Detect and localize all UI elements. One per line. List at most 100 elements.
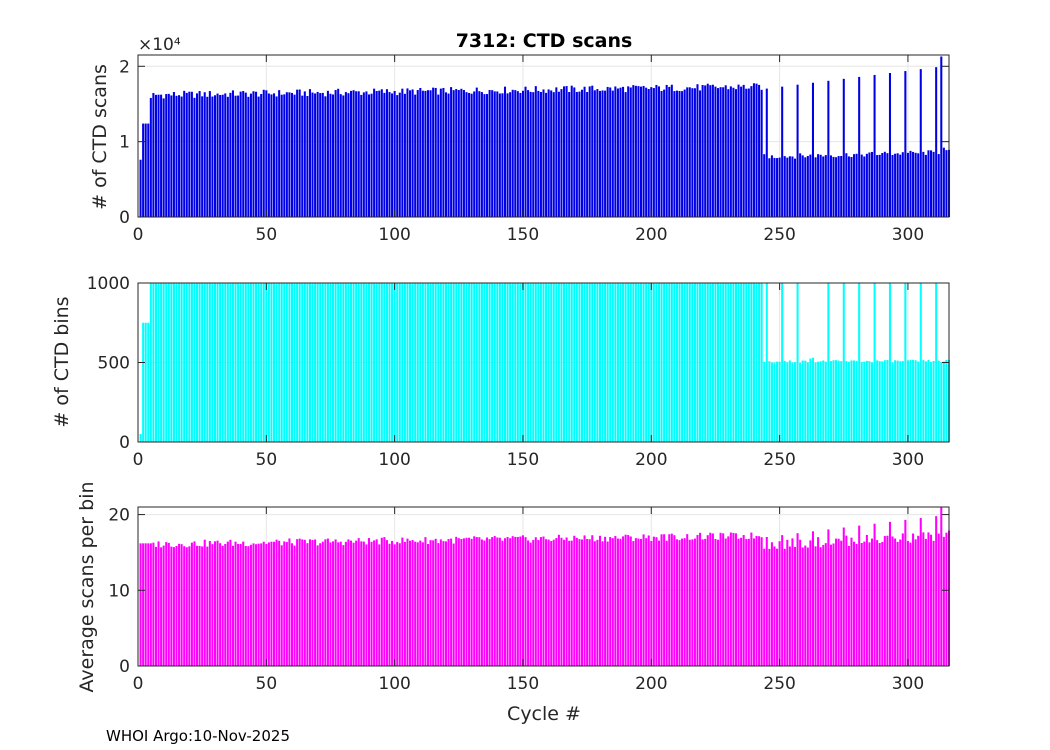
scans-bar <box>183 90 186 217</box>
avg-bar <box>216 540 219 666</box>
avg-bar <box>601 541 604 666</box>
scans-bar <box>344 92 347 217</box>
scans-bar <box>924 154 927 217</box>
scans-bar <box>840 156 843 217</box>
scans-bar <box>850 157 853 217</box>
scans-bar <box>475 87 478 217</box>
bins-bar <box>249 283 252 442</box>
avg-bar <box>532 540 535 666</box>
scans-bar <box>275 96 278 217</box>
avg-bar <box>796 533 799 666</box>
avg-bar <box>691 539 694 666</box>
bins-bar <box>668 283 671 442</box>
scans-bar <box>362 92 365 217</box>
scans-bar <box>722 87 725 217</box>
scans-bar <box>260 93 263 217</box>
scans-bar <box>157 94 160 217</box>
scans-bar <box>678 91 681 217</box>
avg-bar <box>629 536 632 666</box>
avg-bar <box>716 539 720 666</box>
scans-bar <box>352 90 355 217</box>
bins-bar <box>201 283 204 442</box>
bins-bar <box>339 283 342 442</box>
scans-bar <box>542 89 545 217</box>
bins-bar <box>919 283 922 442</box>
scans-bar <box>711 84 714 217</box>
bins-bar <box>824 361 827 442</box>
avg-bar <box>442 541 445 666</box>
avg-frame-rect <box>137 506 950 667</box>
avg-bar <box>403 541 406 666</box>
bins-bar <box>655 283 658 442</box>
scans-bar <box>832 156 835 217</box>
scans-bar <box>406 88 409 217</box>
scans-bar <box>701 85 704 217</box>
avg-bar <box>352 542 355 666</box>
bins-bar <box>270 283 273 442</box>
avg-bar <box>347 539 350 666</box>
avg-bar <box>904 519 907 666</box>
scans-bar <box>765 88 768 217</box>
bins-bar <box>940 361 943 442</box>
scans-bar <box>750 86 753 217</box>
avg-bar <box>652 536 655 666</box>
avg-bar <box>539 537 542 666</box>
bins-bar <box>498 283 501 442</box>
scans-bar <box>760 89 763 217</box>
avg-bar <box>503 538 507 666</box>
bins-bar <box>876 360 879 442</box>
avg-bar <box>642 534 645 666</box>
bins-bar <box>234 283 237 442</box>
avg-bar <box>560 537 563 666</box>
bins-bar <box>724 283 727 442</box>
bins-bar <box>627 283 630 442</box>
scans-bar <box>211 96 214 217</box>
bins-bar <box>799 362 802 442</box>
avg-bar <box>896 541 899 666</box>
bins-bar <box>924 361 927 442</box>
avg-bar <box>853 541 856 666</box>
bins-bar <box>255 283 258 442</box>
bins-bar <box>622 283 625 442</box>
scans-bar <box>278 90 281 217</box>
avg-bar <box>622 536 625 666</box>
bins-bar <box>765 283 768 442</box>
bins-bar <box>283 283 286 442</box>
bins-bar <box>832 360 835 442</box>
scans-bar <box>763 154 766 217</box>
bins-bar <box>719 283 722 442</box>
bins-bar <box>362 283 365 442</box>
avg-bar <box>439 539 442 666</box>
bins-bar <box>737 283 740 442</box>
scans-bar <box>855 153 858 217</box>
avg-bar <box>742 535 745 666</box>
bins-bar <box>937 360 940 442</box>
avg-bar <box>891 536 894 666</box>
scans-bar <box>942 147 945 217</box>
bins-bar <box>398 283 401 442</box>
bins-bar <box>716 283 720 442</box>
scans-bar <box>224 93 227 217</box>
scans-bar <box>876 155 879 217</box>
bins-bar <box>678 283 681 442</box>
avg-bar <box>470 538 473 666</box>
bins-bar <box>865 360 868 442</box>
scans-bar <box>298 89 301 217</box>
avg-xtick-label: 200 <box>635 674 667 694</box>
avg-bar <box>632 541 635 666</box>
avg-bar <box>804 545 807 666</box>
bins-ytick-label: 500 <box>98 354 130 374</box>
bins-bar <box>801 360 804 442</box>
bins-bar <box>290 283 294 442</box>
avg-bar <box>894 538 897 666</box>
scans-xtick-label: 100 <box>378 225 410 245</box>
avg-bar <box>588 539 591 666</box>
bins-xtick-label: 200 <box>635 450 667 470</box>
scans-bar <box>239 91 242 217</box>
avg-bar <box>873 523 876 666</box>
bins-bar <box>308 283 311 442</box>
bins-bar <box>675 283 678 442</box>
bins-bar <box>226 283 229 442</box>
bins-bar <box>280 283 283 442</box>
